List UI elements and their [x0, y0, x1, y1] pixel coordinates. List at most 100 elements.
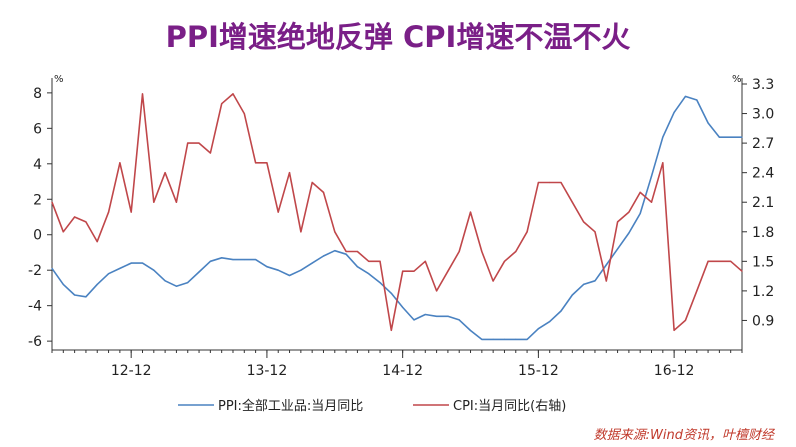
series-layer	[51, 93, 743, 341]
data-point	[277, 269, 279, 271]
data-point	[413, 319, 415, 321]
x-tick-label: 12-12	[111, 363, 152, 379]
data-point	[435, 290, 438, 292]
data-point	[232, 258, 234, 261]
data-point	[741, 136, 743, 138]
data-point	[730, 136, 732, 138]
data-point	[345, 250, 347, 253]
data-point	[187, 282, 189, 284]
data-point	[255, 258, 257, 261]
x-tick-label: 14-12	[382, 363, 423, 379]
data-point	[583, 221, 585, 223]
data-point	[583, 283, 585, 285]
data-point	[187, 142, 189, 144]
data-point	[628, 211, 630, 213]
legend-label-cpi: CPI:当月同比(右轴)	[453, 399, 566, 414]
data-point	[469, 329, 472, 332]
data-point	[639, 191, 641, 193]
data-point	[616, 248, 619, 250]
data-point	[334, 231, 336, 233]
left-tick-label: -4	[28, 299, 42, 315]
data-point	[481, 250, 483, 253]
data-point	[424, 313, 426, 316]
data-point	[311, 262, 313, 264]
data-point	[605, 264, 607, 266]
data-point	[628, 232, 630, 234]
data-point	[266, 266, 268, 268]
data-point	[322, 255, 325, 257]
data-point	[153, 269, 155, 271]
data-point	[153, 201, 155, 203]
data-point	[458, 250, 460, 253]
data-point	[164, 280, 166, 282]
x-tick-label: 16-12	[654, 363, 695, 379]
data-point	[243, 112, 245, 115]
left-tick-label: -2	[28, 263, 42, 279]
data-point	[707, 122, 709, 124]
data-point	[232, 93, 234, 95]
data-point	[334, 250, 336, 252]
data-point	[209, 152, 211, 154]
data-point	[221, 257, 223, 259]
data-point	[571, 201, 573, 203]
data-point	[537, 328, 539, 330]
data-point	[662, 162, 664, 164]
data-point	[650, 201, 653, 203]
data-point	[594, 280, 596, 282]
data-point	[74, 294, 76, 296]
data-source-note: 数据来源:Wind资讯，叶檀财经	[593, 428, 774, 443]
data-point	[515, 338, 517, 340]
right-tick-label: 1.8	[752, 225, 774, 241]
data-point	[435, 315, 438, 317]
data-point	[119, 267, 121, 270]
legend-label-ppi: PPI:全部工业品:当月同比	[218, 398, 363, 414]
data-point	[300, 269, 302, 271]
data-point	[741, 270, 743, 272]
data-point	[243, 258, 245, 261]
data-point	[368, 260, 370, 262]
data-point	[447, 270, 449, 272]
data-point	[277, 211, 279, 213]
data-point	[594, 231, 596, 233]
data-point	[175, 201, 178, 203]
data-point	[96, 241, 98, 243]
data-point	[481, 338, 483, 340]
data-point	[141, 262, 144, 264]
data-point	[605, 280, 607, 282]
data-point	[390, 329, 392, 331]
data-point	[119, 162, 121, 164]
data-point	[503, 260, 506, 262]
data-point	[402, 306, 404, 309]
data-point	[673, 329, 675, 331]
data-point	[684, 319, 687, 322]
data-point	[107, 273, 110, 275]
data-point	[85, 221, 87, 223]
left-tick-label: 6	[33, 121, 42, 137]
data-point	[730, 260, 732, 262]
data-point	[356, 266, 359, 268]
data-point	[718, 136, 720, 138]
data-point	[650, 175, 653, 177]
data-point	[130, 211, 132, 213]
data-point	[492, 280, 494, 282]
right-tick-label: 1.5	[752, 254, 774, 270]
data-point	[696, 99, 698, 101]
data-point	[492, 338, 494, 340]
data-point	[662, 136, 664, 138]
data-point	[311, 181, 313, 184]
data-point	[458, 319, 460, 321]
right-tick-label: 0.9	[752, 313, 774, 329]
data-point	[673, 111, 675, 113]
data-point	[51, 267, 53, 270]
data-point	[413, 270, 415, 272]
data-point	[221, 103, 223, 105]
data-point	[616, 221, 619, 223]
data-point	[390, 292, 392, 294]
series-line-cpi	[51, 93, 743, 332]
right-tick-label: 3.3	[752, 77, 774, 93]
data-point	[379, 260, 381, 262]
data-point	[402, 270, 404, 272]
data-point	[107, 211, 110, 213]
data-point	[198, 142, 200, 144]
